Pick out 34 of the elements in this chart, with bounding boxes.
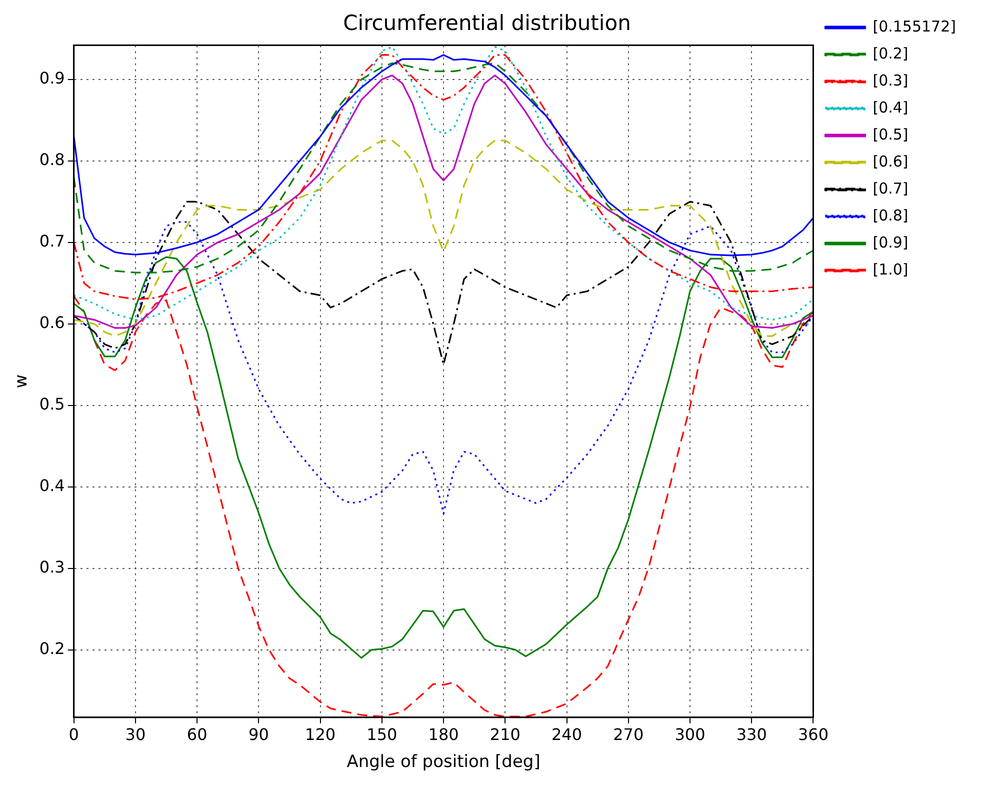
x-tick-label: 90 <box>248 725 269 744</box>
x-axis-title: Angle of position [deg] <box>346 752 540 772</box>
x-tick-label: 30 <box>125 725 146 744</box>
y-tick-label: 0.6 <box>39 313 65 332</box>
legend-label: [0.3] <box>872 71 908 90</box>
x-tick-label: 270 <box>613 725 644 744</box>
legend-label: [0.4] <box>872 98 908 116</box>
legend-label: [0.5] <box>872 125 908 144</box>
legend-label: [1.0] <box>872 260 908 278</box>
legend-label: [0.155172] <box>872 17 956 36</box>
y-tick-label: 0.4 <box>39 476 65 495</box>
legend-label: [0.7] <box>872 179 908 198</box>
chart-title: Circumferential distribution <box>343 11 631 36</box>
x-tick-label: 120 <box>305 725 336 744</box>
y-tick-label: 0.5 <box>39 394 65 414</box>
x-tick-label: 300 <box>674 725 706 744</box>
x-tick-label: 60 <box>186 725 208 744</box>
x-tick-label: 150 <box>366 725 398 744</box>
x-tick-label: 180 <box>428 725 459 744</box>
legend-label: [0.2] <box>872 44 908 62</box>
x-tick-label: 330 <box>736 725 767 744</box>
y-axis-title: w <box>12 374 32 388</box>
x-tick-label: 240 <box>551 725 582 744</box>
y-tick-label: 0.7 <box>39 232 65 251</box>
x-tick-label: 360 <box>798 725 828 744</box>
y-tick-label: 0.3 <box>39 557 65 576</box>
y-tick-label: 0.8 <box>39 150 65 170</box>
y-tick-label: 0.2 <box>39 638 65 658</box>
y-tick-label: 0.9 <box>39 68 65 88</box>
x-tick-label: 210 <box>490 725 520 744</box>
legend-label: [0.9] <box>872 233 908 252</box>
legend-label: [0.8] <box>872 206 908 224</box>
x-tick-label: 0 <box>68 725 79 744</box>
legend-label: [0.6] <box>872 152 908 170</box>
